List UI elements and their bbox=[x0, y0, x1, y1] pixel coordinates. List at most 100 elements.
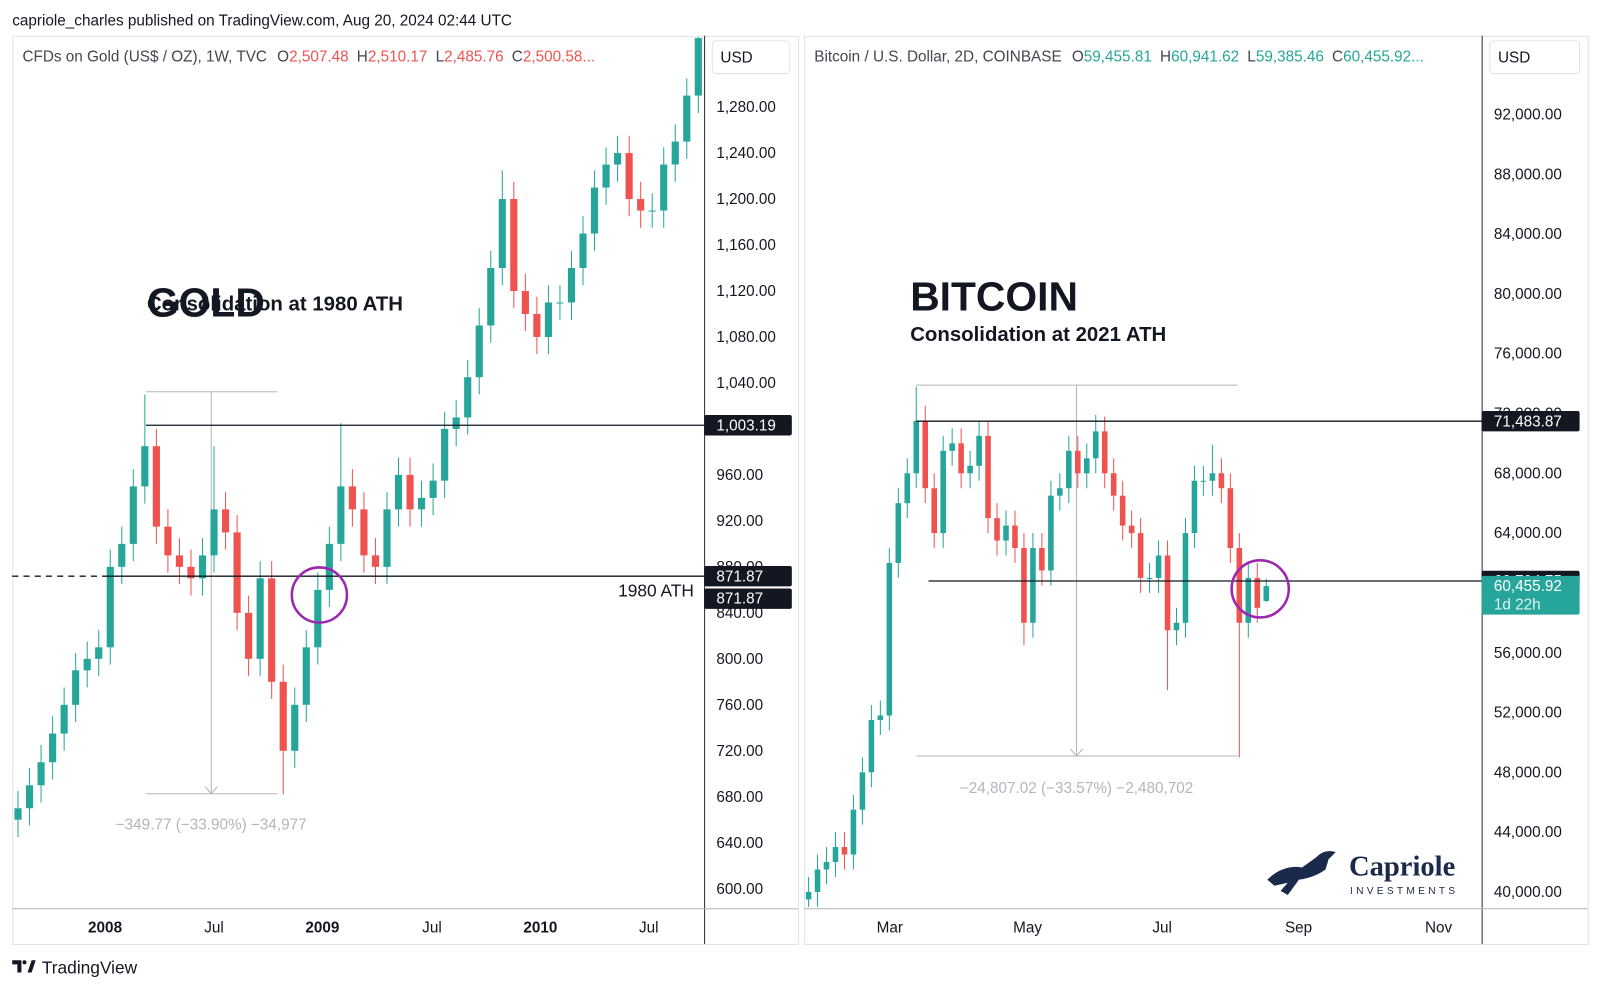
candle-body bbox=[625, 153, 633, 200]
y-tick-label: 600.00 bbox=[716, 881, 763, 898]
candle-body bbox=[1236, 548, 1243, 623]
candle-body bbox=[1110, 473, 1117, 496]
y-tick-label: 40,000.00 bbox=[1494, 884, 1562, 901]
candle-body bbox=[302, 647, 310, 705]
highlight-circle bbox=[1230, 559, 1291, 619]
candle-body bbox=[141, 446, 149, 487]
candle-body bbox=[533, 313, 541, 337]
ohlc-key: C bbox=[1332, 48, 1343, 65]
logo-mark bbox=[12, 960, 22, 973]
symbol-header: Bitcoin / U.S. Dollar, 2D, COINBASE O59,4… bbox=[814, 48, 1424, 65]
price-label: 871.87 bbox=[716, 591, 763, 608]
ohlc-value: 2,485.76 bbox=[444, 48, 504, 65]
candle-body bbox=[49, 733, 57, 763]
candle-body bbox=[464, 377, 472, 418]
logo-tagline: INVESTMENTS bbox=[1350, 886, 1458, 897]
candle-body bbox=[1101, 431, 1108, 474]
candle-body bbox=[233, 532, 241, 613]
x-tick-label: Mar bbox=[877, 920, 903, 937]
candle-body bbox=[510, 199, 518, 291]
candle-body bbox=[850, 809, 857, 855]
candle-body bbox=[544, 302, 552, 337]
candle-body bbox=[949, 443, 955, 451]
x-tick-label: 2010 bbox=[523, 920, 557, 937]
candle-body bbox=[895, 503, 902, 563]
y-tick-label: 800.00 bbox=[716, 651, 763, 668]
candle-body bbox=[129, 486, 137, 544]
ohlc-value: 2,507.48 bbox=[289, 48, 349, 65]
y-tick-label: 1,240.00 bbox=[716, 145, 776, 162]
logo-mark bbox=[22, 960, 27, 965]
candle-body bbox=[95, 647, 103, 659]
candle-body bbox=[1119, 495, 1126, 526]
candle-body bbox=[1012, 525, 1018, 549]
candle-body bbox=[877, 715, 884, 720]
candle-body bbox=[337, 486, 345, 544]
ohlc-key: H bbox=[357, 48, 368, 65]
y-tick-label: 1,040.00 bbox=[716, 375, 776, 392]
y-tick-label: 1,280.00 bbox=[716, 99, 776, 116]
candle-body bbox=[25, 785, 34, 809]
ohlc-key: L bbox=[436, 48, 445, 65]
candle-body bbox=[859, 772, 866, 810]
candle-body bbox=[394, 474, 403, 510]
measure-arrowhead bbox=[1070, 748, 1084, 757]
candle-body bbox=[1003, 525, 1009, 541]
candle-body bbox=[268, 578, 276, 682]
candle-body bbox=[904, 473, 911, 504]
candle-body bbox=[805, 891, 812, 900]
y-tick-label: 68,000.00 bbox=[1494, 465, 1562, 482]
candle-body bbox=[118, 543, 126, 567]
candle-body bbox=[72, 670, 80, 705]
last-price-box bbox=[1481, 575, 1580, 615]
candle-body bbox=[1075, 450, 1081, 474]
y-tick-label: 52,000.00 bbox=[1494, 705, 1562, 722]
candle-body bbox=[1254, 577, 1261, 608]
candle-body bbox=[931, 488, 937, 534]
charts: 600.00 640.00 680.00 720.00 760.00 800.00 840.… bbox=[12, 35, 1588, 944]
candle-body bbox=[1200, 480, 1207, 482]
ohlc-value: 2,500.58... bbox=[523, 48, 595, 65]
candle-body bbox=[418, 497, 426, 510]
candle-body bbox=[832, 847, 839, 863]
candle-body bbox=[1021, 548, 1027, 623]
y-tick-label: 1,120.00 bbox=[716, 283, 776, 300]
candle-body bbox=[841, 847, 848, 855]
candle-body bbox=[221, 509, 230, 533]
candle-body bbox=[1218, 473, 1225, 489]
currency-box bbox=[1489, 40, 1581, 75]
currency-label: USD bbox=[720, 49, 752, 66]
candle-body bbox=[187, 566, 195, 579]
candle-body bbox=[291, 704, 299, 751]
countdown-label: 1d 22h bbox=[1494, 597, 1541, 614]
candle-body bbox=[814, 869, 821, 892]
candle-body bbox=[590, 187, 599, 234]
y-tick-label: 920.00 bbox=[716, 513, 763, 530]
ohlc-value: 59,455.81 bbox=[1084, 48, 1152, 65]
y-tick-label: 680.00 bbox=[716, 789, 763, 806]
candle-body bbox=[579, 233, 587, 268]
x-tick-label: Jul bbox=[1152, 920, 1172, 937]
candle-body bbox=[648, 210, 656, 212]
y-tick-label: 720.00 bbox=[716, 743, 763, 760]
candle-body bbox=[868, 719, 875, 773]
panel-border bbox=[12, 35, 799, 945]
candle-body bbox=[1137, 533, 1144, 578]
y-tick-label: 92,000.00 bbox=[1494, 106, 1562, 123]
candle-body bbox=[198, 555, 207, 579]
ohlc-value: 59,385.46 bbox=[1256, 48, 1324, 65]
ohlc-key: H bbox=[1160, 48, 1171, 65]
symbol-name: Bitcoin / U.S. Dollar, 2D, COINBASE bbox=[814, 48, 1061, 65]
candle-body bbox=[1092, 431, 1099, 459]
price-label-box bbox=[704, 415, 792, 436]
y-tick-label: 76,000.00 bbox=[1494, 346, 1562, 363]
price-label-box bbox=[704, 566, 792, 587]
candle-body bbox=[371, 555, 380, 567]
candle-body bbox=[210, 509, 218, 556]
measure-arrowhead bbox=[204, 786, 218, 795]
candle-body bbox=[314, 589, 322, 648]
y-tick-label: 1,200.00 bbox=[716, 191, 776, 208]
ohlc-value: 60,455.92... bbox=[1343, 48, 1424, 65]
candle-body bbox=[985, 435, 991, 519]
candle-body bbox=[37, 762, 45, 786]
